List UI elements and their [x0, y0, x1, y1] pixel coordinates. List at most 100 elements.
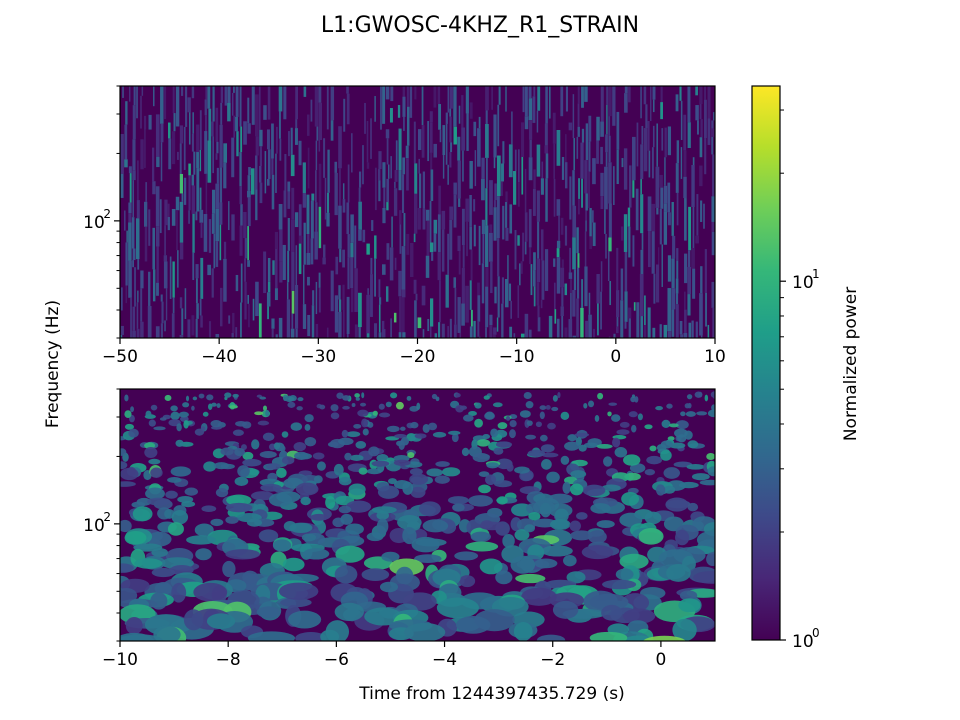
spectrogram-top-cell	[556, 318, 560, 338]
spectrogram-top-cell	[671, 288, 676, 310]
spectrogram-top-cell	[507, 255, 509, 279]
spectrogram-top-cell	[513, 333, 516, 338]
spectrogram-bottom-cell	[371, 506, 397, 514]
x-tick-label: −40	[201, 347, 237, 367]
spectrogram-top-cell	[430, 169, 434, 201]
spectrogram-top-cell	[600, 172, 604, 197]
spectrogram-top-cell	[704, 86, 707, 100]
spectrogram-top-cell	[219, 202, 223, 225]
spectrogram-top-cell	[561, 156, 565, 180]
spectrogram-top-cell	[179, 242, 184, 260]
spectrogram-top-cell	[633, 302, 636, 311]
spectrogram-top-cell	[403, 213, 406, 247]
spectrogram-top-cell	[219, 224, 222, 261]
spectrogram-top-cell	[648, 150, 651, 178]
spectrogram-top-cell	[156, 282, 159, 296]
spectrogram-top-cell	[208, 108, 212, 141]
spectrogram-top-cell	[390, 318, 392, 338]
spectrogram-bottom-cell	[707, 466, 715, 477]
spectrogram-top-cell	[609, 281, 612, 306]
spectrogram-top-cell	[493, 114, 497, 158]
spectrogram-top-cell	[482, 234, 485, 264]
spectrogram-top-cell	[140, 270, 144, 289]
spectrogram-top-cell	[339, 168, 341, 206]
spectrogram-bottom-cell	[340, 513, 353, 525]
spectrogram-top-cell	[676, 192, 679, 226]
spectrogram-top-cell	[552, 112, 556, 144]
spectrogram-bottom-cell	[176, 423, 182, 432]
spectrogram-bottom-cell	[541, 452, 559, 458]
spectrogram-bottom-cell	[638, 528, 664, 545]
spectrogram-top-cell	[711, 120, 714, 129]
spectrogram-top-cell	[414, 86, 417, 100]
spectrogram-top-cell	[220, 86, 224, 103]
spectrogram-bottom-cell	[263, 405, 267, 411]
spectrogram-top-cell	[181, 86, 184, 96]
spectrogram-bottom-cell	[280, 597, 312, 608]
spectrogram-bottom-cell	[687, 502, 699, 512]
spectrogram-top-cell	[271, 123, 274, 159]
spectrogram-bottom-cell	[546, 471, 560, 483]
spectrogram-top-cell	[641, 125, 644, 145]
spectrogram-top-cell	[600, 196, 604, 210]
spectrogram-bottom-cell	[496, 496, 508, 505]
spectrogram-top-cell	[560, 86, 564, 117]
spectrogram-top-cell	[667, 182, 671, 213]
spectrogram-bottom-cell	[336, 392, 344, 400]
spectrogram-bottom-cell	[150, 404, 158, 411]
spectrogram-top-cell	[350, 257, 354, 289]
spectrogram-top-cell	[314, 231, 318, 260]
spectrogram-top-cell	[502, 141, 505, 164]
spectrogram-top-cell	[403, 116, 405, 131]
spectrogram-bottom-cell	[341, 429, 349, 438]
spectrogram-bottom-cell	[151, 547, 168, 558]
spectrogram-top-cell	[623, 214, 628, 252]
spectrogram-top-cell	[640, 249, 644, 275]
spectrogram-top-cell	[175, 196, 180, 211]
spectrogram-top-cell	[160, 86, 164, 124]
spectrogram-top-cell	[616, 317, 619, 327]
spectrogram-top-cell	[489, 232, 493, 262]
spectrogram-top-cell	[303, 86, 307, 97]
spectrogram-bottom-cell	[472, 452, 490, 463]
spectrogram-top-cell	[528, 98, 533, 121]
spectrogram-top-cell	[274, 288, 278, 301]
spectrogram-top-cell	[191, 133, 194, 152]
spectrogram-bottom-cell	[124, 530, 147, 545]
spectrogram-top-cell	[489, 180, 493, 215]
spectrogram-top-cell	[323, 138, 326, 178]
spectrogram-top-cell	[588, 141, 591, 172]
spectrogram-top-cell	[315, 281, 318, 315]
spectrogram-top-background	[120, 86, 715, 338]
spectrogram-top-cell	[564, 327, 568, 338]
spectrogram-top-cell	[393, 188, 398, 216]
spectrogram-bottom-cell	[393, 459, 411, 466]
spectrogram-bottom-cell	[557, 392, 561, 399]
spectrogram-bottom-cell	[281, 431, 289, 438]
spectrogram-bottom-cell	[699, 479, 715, 486]
spectrogram-top-cell	[643, 325, 647, 338]
spectrogram-top-cell	[330, 86, 335, 121]
spectrogram-top-cell	[358, 327, 361, 338]
spectrogram-top-cell	[223, 143, 228, 163]
spectrogram-bottom-cell	[685, 411, 696, 417]
spectrogram-top-cell	[358, 201, 362, 230]
spectrogram-top-cell	[120, 173, 124, 198]
spectrogram-top-cell	[294, 212, 299, 228]
spectrogram-top-cell	[327, 149, 330, 193]
spectrogram-top-cell	[641, 233, 644, 250]
spectrogram-top-cell	[215, 334, 220, 338]
spectrogram-bottom-cell	[224, 392, 232, 398]
spectrogram-bottom-cell	[338, 437, 354, 446]
spectrogram-bottom-cell	[235, 420, 247, 427]
spectrogram-top-cell	[585, 210, 587, 221]
spectrogram-bottom-cell	[225, 516, 239, 524]
spectrogram-top-cell	[477, 321, 480, 337]
spectrogram-top-cell	[605, 233, 607, 259]
spectrogram-top-cell	[185, 86, 188, 127]
spectrogram-top-cell	[439, 129, 442, 143]
spectrogram-top-cell	[422, 329, 425, 338]
spectrogram-top-cell	[378, 180, 381, 202]
spectrogram-bottom-cell	[679, 590, 698, 601]
spectrogram-top-cell	[318, 86, 322, 103]
